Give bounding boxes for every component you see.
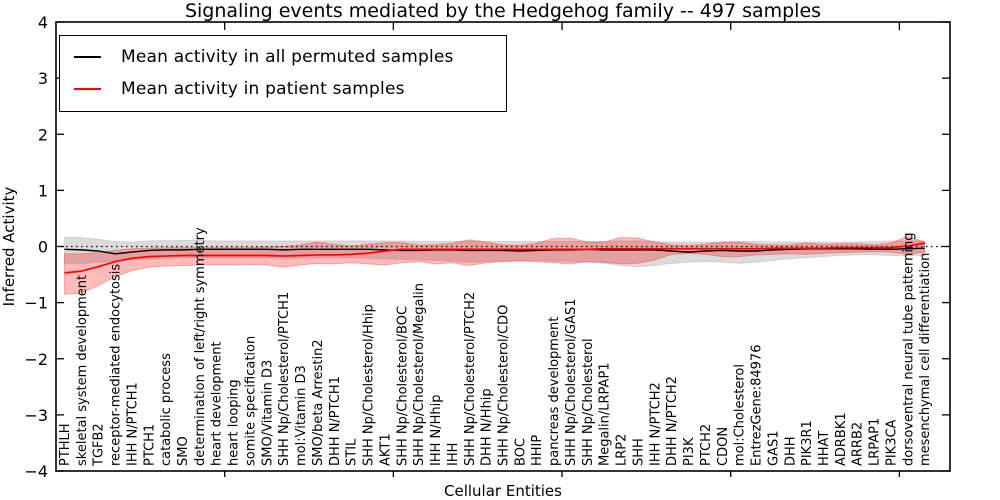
x-tick-label: skeletal system development <box>75 275 90 466</box>
patient-mean-line <box>64 242 925 274</box>
x-tick-label: LRP2 <box>615 434 630 466</box>
x-tick-label: IHH N/Hhip <box>429 395 444 467</box>
y-tick-label: 3 <box>38 69 48 88</box>
x-tick-label: CDON <box>716 427 731 466</box>
y-tick-label: 2 <box>38 125 48 144</box>
x-tick-label: SHH Np/Cholesterol/CDO <box>497 305 512 466</box>
legend-label-permuted: Mean activity in all permuted samples <box>121 47 454 67</box>
x-tick-label: Megalin/LRPAP1 <box>598 362 613 466</box>
x-tick-label: determination of left/right symmetry <box>193 227 208 466</box>
x-tick-label: DHH <box>783 436 798 466</box>
x-tick-label: GAS1 <box>766 431 781 467</box>
x-tick-label: ARRB2 <box>851 422 866 466</box>
x-tick-label: DHH N/Hhip <box>480 388 495 466</box>
x-tick-label: SHH <box>631 438 646 466</box>
x-tick-label: mol:Cholesterol <box>733 364 748 466</box>
chart-title: Signaling events mediated by the Hedgeho… <box>185 0 821 22</box>
x-tick-label: SHH Np/Cholesterol/BOC <box>395 306 410 466</box>
legend-box: Mean activity in all permuted samples Me… <box>59 35 507 112</box>
x-tick-label: PTCH1 <box>142 424 157 466</box>
x-axis-label: Cellular Entities <box>444 482 562 500</box>
black-line-sample-icon <box>74 56 101 58</box>
x-tick-label: PIK3R1 <box>800 420 815 466</box>
y-tick-label: 4 <box>38 13 48 32</box>
y-tick-label: 0 <box>38 238 48 257</box>
y-tick-label: −2 <box>24 350 48 369</box>
x-tick-label: HHAT <box>817 431 832 466</box>
y-tick-label: −3 <box>24 406 48 425</box>
y-tick-label: −4 <box>24 462 48 481</box>
x-tick-label: AKT1 <box>378 433 393 466</box>
y-tick-label: −1 <box>24 294 48 313</box>
x-tick-label: LRPAP1 <box>868 418 883 466</box>
y-axis-label: Inferred Activity <box>0 186 18 306</box>
x-tick-label: PIK3CA <box>884 419 899 466</box>
x-tick-label: ADRBK1 <box>834 412 849 466</box>
x-tick-label: SHH Np/Cholesterol/Hhip <box>362 304 377 466</box>
x-tick-label: IHH N/PTCH2 <box>648 382 663 466</box>
red-line-sample-icon <box>74 88 101 90</box>
x-tick-label: catabolic process <box>159 353 174 466</box>
x-tick-label: SHH Np/Cholesterol <box>581 338 596 466</box>
x-tick-label: BOC <box>513 438 528 466</box>
legend-item-patient: Mean activity in patient samples <box>74 77 496 101</box>
x-tick-label: SMO/Vitamin D3 <box>260 360 275 466</box>
x-tick-label: SHH Np/Cholesterol/Megalin <box>412 283 427 466</box>
x-tick-label: IHH N/PTCH1 <box>125 382 140 466</box>
x-tick-label: SMO/beta Arrestin2 <box>311 339 326 466</box>
x-tick-label: heart looping <box>227 379 242 466</box>
permuted-mean-line <box>64 247 925 255</box>
x-tick-label: mol:Vitamin D3 <box>294 365 309 466</box>
x-tick-label: dorsoventral neural tube patterning <box>901 233 916 466</box>
x-tick-label: EntrezGene:84976 <box>750 345 765 466</box>
x-tick-label: DHH N/PTCH2 <box>665 376 680 466</box>
x-tick-label: PTCH2 <box>699 424 714 466</box>
x-tick-label: receptor-mediated endocytosis <box>109 264 124 466</box>
x-tick-label: DHH N/PTCH1 <box>328 376 343 466</box>
x-tick-label: SHH Np/Cholesterol/PTCH2 <box>463 292 478 466</box>
x-tick-label: PI3K <box>682 437 697 466</box>
x-tick-label: SHH Np/Cholesterol/PTCH1 <box>277 292 292 466</box>
x-tick-label: pancreas development <box>547 317 562 466</box>
x-tick-label: SHH Np/Cholesterol/GAS1 <box>564 298 579 466</box>
permuted-confidence-band <box>63 237 926 268</box>
x-tick-label: heart development <box>210 341 225 466</box>
x-tick-label: somite specification <box>243 336 258 466</box>
x-tick-label: TGFB2 <box>92 423 107 467</box>
y-tick-label: 1 <box>38 181 48 200</box>
x-tick-label: PTHLH <box>58 423 73 466</box>
x-tick-label: STIL <box>345 438 360 466</box>
x-tick-label: HHIP <box>530 435 545 466</box>
legend-label-patient: Mean activity in patient samples <box>121 79 405 99</box>
x-tick-label: SMO <box>176 436 191 466</box>
x-tick-label: IHH <box>446 443 461 466</box>
legend-item-permuted: Mean activity in all permuted samples <box>74 45 496 69</box>
x-tick-label: mesenchymal cell differentiation <box>918 253 933 466</box>
